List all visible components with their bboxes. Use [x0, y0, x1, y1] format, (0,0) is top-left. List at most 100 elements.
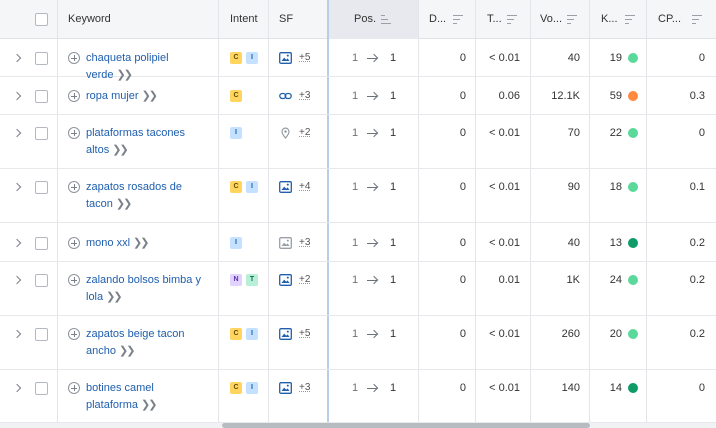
expand-row-chevron-icon[interactable]: [12, 383, 22, 393]
sort-icon[interactable]: [453, 15, 463, 24]
kd-difficulty-dot: [628, 91, 638, 101]
expand-row-chevron-icon[interactable]: [12, 182, 22, 192]
intent-badge[interactable]: I: [230, 127, 242, 139]
expand-row-chevron-icon[interactable]: [12, 91, 22, 101]
open-serp-chevrons-icon[interactable]: ❯❯: [112, 144, 129, 156]
serp-features-count[interactable]: +3: [299, 90, 311, 101]
sort-icon[interactable]: [507, 15, 517, 24]
keyword-link[interactable]: zalando bolsos bimba y lola ❯❯: [68, 272, 216, 306]
keyword-link[interactable]: zapatos beige tacon ancho ❯❯: [68, 326, 216, 360]
add-keyword-icon[interactable]: [68, 127, 80, 139]
row-checkbox[interactable]: [35, 274, 48, 287]
intent-badge[interactable]: C: [230, 181, 242, 193]
add-keyword-icon[interactable]: [68, 328, 80, 340]
keyword-link[interactable]: zapatos rosados de tacon ❯❯: [68, 179, 216, 213]
open-serp-chevrons-icon[interactable]: ❯❯: [118, 345, 136, 357]
image-icon[interactable]: [279, 52, 292, 64]
column-header-cpc-label: CP...: [658, 13, 682, 25]
expand-row-chevron-icon[interactable]: [12, 53, 22, 63]
intent-badge[interactable]: C: [230, 328, 242, 340]
image-gray-icon[interactable]: [279, 236, 292, 249]
column-header-sf[interactable]: SF: [279, 13, 294, 25]
intent-cell: I: [230, 236, 246, 249]
row-checkbox[interactable]: [35, 52, 48, 65]
column-header-intent[interactable]: Intent: [230, 13, 258, 25]
serp-features-count[interactable]: +2: [299, 274, 311, 285]
row-checkbox[interactable]: [35, 328, 48, 341]
intent-badge[interactable]: N: [230, 274, 242, 286]
image-icon[interactable]: [279, 181, 292, 193]
add-keyword-icon[interactable]: [68, 90, 80, 102]
open-serp-chevrons-icon[interactable]: ❯❯: [116, 69, 134, 81]
column-divider: [57, 0, 58, 425]
open-serp-chevrons-icon[interactable]: ❯❯: [140, 399, 158, 411]
volume-value: 140: [561, 382, 580, 394]
difference-value: 0: [459, 90, 466, 102]
image-icon[interactable]: [279, 328, 292, 340]
select-all-checkbox[interactable]: [35, 13, 48, 26]
intent-badge[interactable]: I: [230, 236, 242, 249]
intent-badge[interactable]: C: [230, 52, 242, 64]
sort-icon[interactable]: [567, 15, 577, 24]
map-pin-icon[interactable]: [279, 127, 292, 139]
sort-icon[interactable]: [625, 15, 635, 24]
intent-badge[interactable]: I: [246, 328, 258, 340]
column-header-position[interactable]: Pos.: [329, 0, 418, 39]
expand-row-chevron-icon[interactable]: [12, 238, 22, 247]
table-row: ropa mujer ❯❯ C +3 1 1 0 0.06 12.1K 59 0.3: [0, 77, 716, 115]
volume-value: 260: [561, 328, 580, 340]
column-header-keyword[interactable]: Keyword: [68, 13, 111, 25]
intent-badge[interactable]: I: [246, 52, 258, 64]
column-header-cpc[interactable]: CP...: [658, 0, 702, 39]
intent-badge[interactable]: C: [230, 90, 242, 102]
image-icon[interactable]: [279, 382, 292, 394]
cpc-value: 0: [698, 52, 705, 64]
expand-row-chevron-icon[interactable]: [12, 329, 22, 339]
intent-badge[interactable]: I: [246, 382, 258, 394]
keyword-link[interactable]: plataformas tacones altos ❯❯: [68, 125, 216, 159]
add-keyword-icon[interactable]: [68, 181, 80, 193]
serp-features-count[interactable]: +5: [299, 328, 311, 339]
serp-features-count[interactable]: +5: [299, 52, 311, 63]
keyword-link[interactable]: ropa mujer ❯❯: [68, 88, 216, 105]
serp-features-count[interactable]: +3: [299, 382, 311, 393]
open-serp-chevrons-icon[interactable]: ❯❯: [106, 291, 123, 303]
row-checkbox[interactable]: [35, 90, 48, 103]
column-header-difference[interactable]: D...: [429, 0, 463, 39]
open-serp-chevrons-icon[interactable]: ❯❯: [141, 90, 159, 102]
add-keyword-icon[interactable]: [68, 274, 80, 286]
open-serp-chevrons-icon[interactable]: ❯❯: [115, 198, 133, 210]
intent-badge[interactable]: T: [246, 274, 258, 286]
intent-badge[interactable]: I: [246, 181, 258, 193]
column-header-kd[interactable]: K...: [601, 0, 635, 39]
keyword-link[interactable]: chaqueta polipiel verde ❯❯: [68, 50, 216, 84]
column-header-volume[interactable]: Vo...: [540, 0, 577, 39]
serp-features-count[interactable]: +2: [299, 127, 311, 138]
intent-badge[interactable]: C: [230, 382, 242, 394]
image-icon[interactable]: [279, 274, 292, 286]
keyword-link[interactable]: mono xxl ❯❯: [68, 235, 216, 252]
keyword-cell: zapatos rosados de tacon ❯❯: [68, 179, 216, 213]
add-keyword-icon[interactable]: [68, 52, 80, 64]
column-header-traffic[interactable]: T...: [487, 0, 517, 39]
keyword-link[interactable]: botines camel plataforma ❯❯: [68, 380, 216, 414]
add-keyword-icon[interactable]: [68, 236, 80, 249]
expand-row-chevron-icon[interactable]: [12, 128, 22, 138]
kd-difficulty-dot: [628, 53, 638, 63]
serp-features-count[interactable]: +4: [299, 181, 311, 192]
position-current: 1: [390, 274, 397, 286]
link-icon[interactable]: [279, 90, 292, 102]
sort-icon[interactable]: [381, 15, 391, 24]
table-row: zapatos beige tacon ancho ❯❯ C I +5 1 1 0 < 0.01 2…: [0, 316, 716, 370]
row-checkbox[interactable]: [35, 181, 48, 194]
row-checkbox[interactable]: [35, 236, 48, 250]
arrow-right-icon: [367, 238, 379, 248]
serp-features-count[interactable]: +3: [299, 236, 311, 248]
add-keyword-icon[interactable]: [68, 382, 80, 394]
row-checkbox[interactable]: [35, 127, 48, 140]
row-checkbox[interactable]: [35, 382, 48, 395]
sort-icon[interactable]: [692, 15, 702, 24]
open-serp-chevrons-icon[interactable]: ❯❯: [133, 236, 150, 249]
horizontal-scrollbar-thumb[interactable]: [222, 423, 590, 428]
expand-row-chevron-icon[interactable]: [12, 275, 22, 285]
